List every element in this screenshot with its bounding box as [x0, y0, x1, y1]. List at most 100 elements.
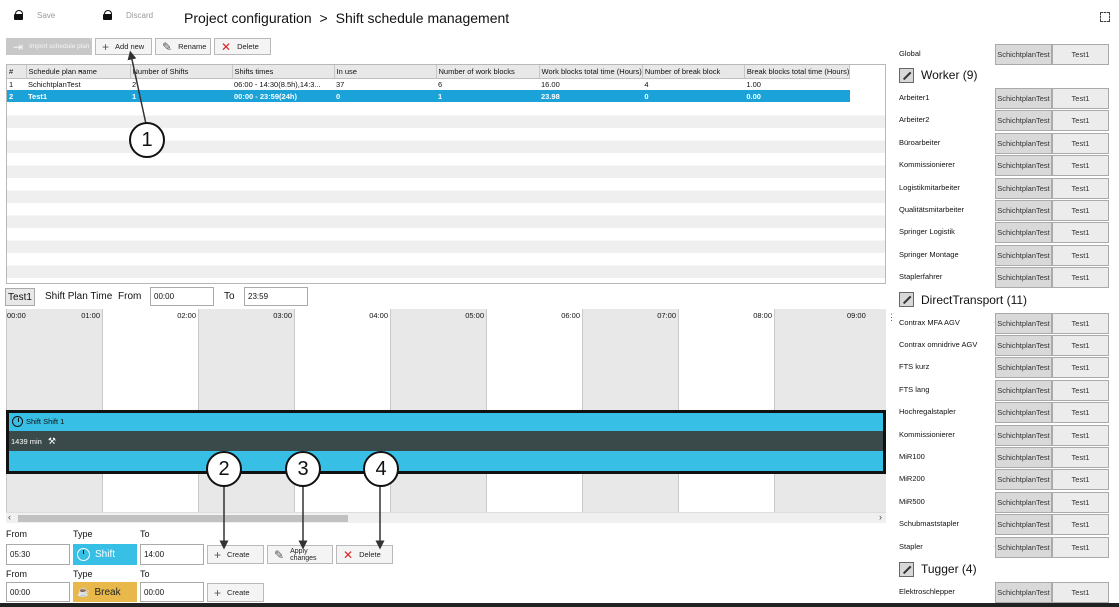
delete-block-button[interactable]: ✕ Delete [336, 545, 393, 564]
schedule-plan-select[interactable]: Test1 [1052, 491, 1109, 513]
save-button[interactable]: Save [14, 10, 55, 20]
schedule-plan-select[interactable]: SchichtplanTest [995, 267, 1052, 289]
schedule-plan-select[interactable]: SchichtplanTest [995, 132, 1052, 154]
schedule-plan-select[interactable]: SchichtplanTest [995, 312, 1052, 334]
rename-button[interactable]: ✎ Rename [155, 38, 211, 55]
schedule-plan-select[interactable]: SchichtplanTest [995, 402, 1052, 424]
schedule-plan-select[interactable]: Test1 [1052, 402, 1109, 424]
clock-icon [12, 416, 23, 427]
schedule-plan-select[interactable]: SchichtplanTest [995, 514, 1052, 536]
resource-name: Hochregalstapler [899, 407, 956, 417]
schedule-plan-select[interactable]: SchichtplanTest [995, 177, 1052, 199]
import-icon: ⇥ [13, 39, 24, 54]
column-header[interactable]: Work blocks total time (Hours) [539, 65, 643, 79]
schedule-plan-select[interactable]: SchichtplanTest [995, 536, 1052, 558]
column-header[interactable]: Schedule plan name [26, 65, 131, 79]
shift-from-input[interactable]: 05:30 [6, 544, 70, 565]
schedule-plan-select[interactable]: Test1 [1052, 155, 1109, 177]
hour-label: 00:00 [7, 311, 26, 320]
schedule-plan-select[interactable]: Test1 [1052, 335, 1109, 356]
shift-to-input[interactable]: 14:00 [140, 544, 204, 565]
shift-plan-from-input[interactable]: 00:00 [150, 287, 214, 306]
schedule-plan-select[interactable]: SchichtplanTest [995, 335, 1052, 356]
schedule-plan-select[interactable]: Test1 [1052, 536, 1109, 558]
more-vertical-icon[interactable]: ⋮ [887, 312, 896, 322]
break-from-input[interactable]: 00:00 [6, 582, 70, 602]
create-button[interactable]: + Create [207, 545, 264, 564]
timeline[interactable]: 00:00 01:00 02:00 03:00 04:00 05:00 06:00… [6, 309, 886, 515]
column-header[interactable]: In use [334, 65, 437, 79]
shift-block[interactable]: Shift Shift 1 1439 min ⚒ [6, 410, 886, 474]
schedule-plan-select[interactable]: SchichtplanTest [995, 110, 1052, 132]
resource-group-header[interactable]: Tugger (4) [899, 559, 977, 579]
table-row[interactable]: 1 SchichtplanTest 2 06:00 - 14:30(8.5h),… [7, 78, 850, 90]
from-label: From [6, 569, 27, 579]
from-label: From [6, 529, 27, 539]
schedule-plan-select[interactable]: Test1 [1052, 447, 1109, 468]
resource-group-title: Worker (9) [921, 68, 978, 82]
schedule-plan-select[interactable]: SchichtplanTest [995, 447, 1052, 468]
add-new-button[interactable]: + Add new [95, 38, 152, 55]
schedule-plan-select[interactable]: SchichtplanTest [995, 379, 1052, 401]
schedule-plan-select[interactable]: Test1 [1052, 177, 1109, 199]
import-schedule-plan-button[interactable]: ⇥ Import schedule plan [6, 38, 92, 55]
resource-name: FTS lang [899, 384, 930, 394]
discard-button[interactable]: Discard [103, 10, 153, 20]
schedule-plan-select[interactable]: Test1 [1052, 132, 1109, 154]
schedule-plan-select[interactable]: Test1 [1052, 110, 1109, 132]
resource-name: Büroarbeiter [899, 137, 941, 147]
schedule-plan-select[interactable]: SchichtplanTest [995, 88, 1052, 109]
expand-icon[interactable] [899, 561, 914, 577]
shift-plan-to-input[interactable]: 23:59 [244, 287, 308, 306]
schedule-plan-select[interactable]: SchichtplanTest [995, 424, 1052, 446]
schedule-plan-select[interactable]: Test1 [1052, 222, 1109, 244]
shift-type-select[interactable]: Shift [73, 544, 137, 565]
schedule-plan-select[interactable]: SchichtplanTest [995, 357, 1052, 379]
horizontal-scrollbar[interactable]: ‹ › [6, 512, 886, 523]
schedule-plan-select[interactable]: Test1 [1052, 424, 1109, 446]
resource-name: MiR100 [899, 452, 925, 461]
schedule-plan-select[interactable]: Test1 [1052, 379, 1109, 401]
resource-group-header[interactable]: DirectTransport (11) [899, 290, 1027, 310]
schedule-plan-select[interactable]: SchichtplanTest [995, 44, 1052, 65]
create-break-button[interactable]: + Create [207, 583, 264, 602]
apply-changes-button[interactable]: ✎ Apply changes [267, 545, 333, 564]
column-header[interactable]: Shifts times [232, 65, 335, 79]
column-header[interactable]: Number of work blocks [436, 65, 540, 79]
schedule-plan-select[interactable]: SchichtplanTest [995, 582, 1052, 603]
delete-button[interactable]: ✕ Delete [214, 38, 271, 55]
column-header[interactable]: Number of break block [642, 65, 745, 79]
shift-plan-tab[interactable]: Test1 [5, 288, 35, 306]
breadcrumb: Project configuration > Shift schedule m… [184, 10, 510, 26]
expand-icon[interactable] [899, 67, 914, 83]
expand-icon[interactable] [1100, 12, 1110, 22]
break-to-input[interactable]: 00:00 [140, 582, 204, 602]
schedule-plan-select[interactable]: Test1 [1052, 244, 1109, 266]
scrollbar-thumb[interactable] [18, 515, 348, 522]
resource-group-header[interactable]: Worker (9) [899, 65, 977, 85]
breadcrumb-root[interactable]: Project configuration [184, 10, 312, 26]
schedule-plan-select[interactable]: Test1 [1052, 44, 1109, 65]
schedule-plan-select[interactable]: SchichtplanTest [995, 469, 1052, 491]
schedule-plan-select[interactable]: SchichtplanTest [995, 155, 1052, 177]
schedule-plan-select[interactable]: Test1 [1052, 88, 1109, 109]
table-row-selected[interactable]: 2 Test1 1 00:00 - 23:59(24h) 0 1 23.98 0… [7, 90, 850, 102]
schedule-plan-select[interactable]: SchichtplanTest [995, 491, 1052, 513]
schedule-plan-select[interactable]: Test1 [1052, 267, 1109, 289]
schedule-plan-select[interactable]: Test1 [1052, 200, 1109, 221]
column-header[interactable]: Break blocks total time (Hours) [744, 65, 851, 79]
column-header[interactable]: # [7, 65, 27, 79]
schedule-plan-select[interactable]: SchichtplanTest [995, 222, 1052, 244]
schedule-plan-select[interactable]: Test1 [1052, 312, 1109, 334]
scroll-right-icon[interactable]: › [879, 512, 882, 522]
schedule-plan-select[interactable]: Test1 [1052, 469, 1109, 491]
schedule-plan-select[interactable]: Test1 [1052, 514, 1109, 536]
schedule-plan-select[interactable]: SchichtplanTest [995, 200, 1052, 221]
scroll-left-icon[interactable]: ‹ [8, 512, 11, 522]
schedule-plan-select[interactable]: Test1 [1052, 357, 1109, 379]
expand-icon[interactable] [899, 292, 914, 308]
column-header[interactable]: Number of Shifts [130, 65, 233, 79]
break-type-select[interactable]: ☕ Break [73, 582, 137, 602]
schedule-plan-select[interactable]: SchichtplanTest [995, 244, 1052, 266]
schedule-plan-select[interactable]: Test1 [1052, 582, 1109, 603]
